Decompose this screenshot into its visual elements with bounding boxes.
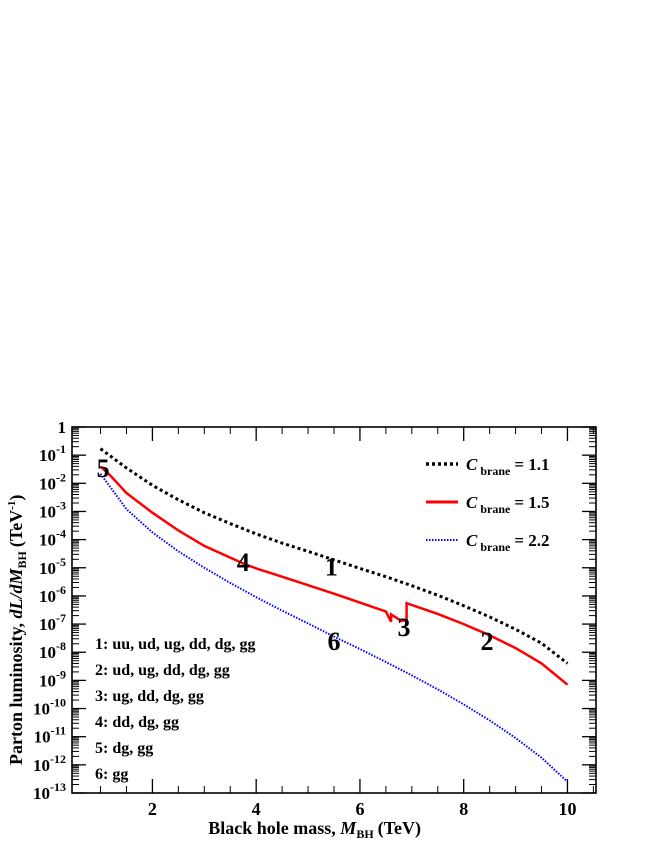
y-tick-label-exponent: -4 xyxy=(56,527,66,541)
legend-symbol: C xyxy=(466,531,478,550)
legend-symbol: C xyxy=(466,493,478,512)
series-line-2 xyxy=(99,465,569,686)
y-tick-label-exponent: -13 xyxy=(50,780,66,794)
x-tick-label: 6 xyxy=(355,799,364,819)
x-tick-labels: 2 4 6 8 10 xyxy=(148,799,577,819)
series-layer xyxy=(99,447,569,783)
legend-subscript: brane xyxy=(480,502,511,516)
y-tick-label: 10-4 xyxy=(39,527,66,550)
plot-frame xyxy=(71,426,597,794)
y-tick-label: 10-11 xyxy=(34,724,66,747)
y-axis-label-symbol: dL/dM xyxy=(6,567,26,618)
y-tick-label-base: 10 xyxy=(33,700,50,719)
series-line-3 xyxy=(99,473,569,783)
y-tick-label-base: 10 xyxy=(39,671,56,690)
y-tick-label-exponent: -10 xyxy=(50,696,66,710)
channel-annotation: 1: uu, ud, ug, dd, dg, gg xyxy=(95,636,256,653)
legend-subscript: brane xyxy=(480,540,511,554)
y-tick-label-base: 1 xyxy=(58,418,67,437)
y-tick-label-exponent: -6 xyxy=(56,583,66,597)
x-axis-label-unit: (TeV) xyxy=(378,818,421,839)
y-tick-label: 10-3 xyxy=(39,498,66,521)
channel-annotation: 2: ud, ug, dd, dg, gg xyxy=(95,662,230,679)
x-axis-label: Black hole mass, MBH (TeV) xyxy=(208,818,421,841)
y-tick-label-exponent: -9 xyxy=(56,667,66,681)
region-label: 6 xyxy=(328,627,341,656)
y-tick-label: 10-1 xyxy=(39,442,66,465)
minor-ticks xyxy=(72,427,596,786)
y-tick-label: 10-8 xyxy=(39,639,66,662)
x-tick-label: 10 xyxy=(558,799,576,819)
y-tick-label: 10-5 xyxy=(39,555,66,578)
channel-annotation: 6: gg xyxy=(95,766,128,783)
x-axis-label-text: Black hole mass, xyxy=(208,818,336,838)
y-tick-label-exponent: -1 xyxy=(56,442,66,456)
y-tick-label-base: 10 xyxy=(39,474,56,493)
channel-annotation: 4: dd, dg, gg xyxy=(95,714,179,731)
y-tick-label: 10-9 xyxy=(39,667,66,690)
y-tick-label: 10-12 xyxy=(33,752,66,775)
y-tick-labels: 10-1310-1210-1110-1010-910-810-710-610-5… xyxy=(33,418,66,803)
region-label: 1 xyxy=(325,553,338,582)
channel-annotation: 3: ug, dd, dg, gg xyxy=(95,688,204,705)
x-axis-label-subscript: BH xyxy=(356,827,374,841)
y-tick-label: 1 xyxy=(58,418,67,437)
legend-symbol: C xyxy=(466,455,478,474)
region-label: 3 xyxy=(398,613,411,642)
series-line-1 xyxy=(99,447,569,665)
y-tick-label: 10-13 xyxy=(33,780,66,803)
x-tick-label: 8 xyxy=(459,799,468,819)
y-tick-label-exponent: -7 xyxy=(56,611,66,625)
channel-annotation-list: 1: uu, ud, ug, dd, dg, gg 2: ud, ug, dd, … xyxy=(95,636,256,783)
legend-value: = 1.5 xyxy=(514,493,549,512)
y-tick-label: 10-2 xyxy=(39,470,66,493)
y-tick-label-exponent: -5 xyxy=(56,555,66,569)
y-tick-label-exponent: -12 xyxy=(50,752,66,766)
y-tick-label-base: 10 xyxy=(34,728,51,747)
y-tick-label: 10-10 xyxy=(33,696,66,719)
y-axis-label-unit-close: ) xyxy=(6,495,27,501)
x-axis-label-symbol: M xyxy=(339,818,357,838)
y-tick-label-base: 10 xyxy=(39,643,56,662)
y-axis-label-unit: (TeV xyxy=(6,510,27,547)
major-ticks xyxy=(72,426,596,794)
y-tick-label-exponent: -8 xyxy=(56,639,66,653)
y-tick-label: 10-6 xyxy=(39,583,66,606)
y-tick-label-base: 10 xyxy=(39,615,56,634)
x-tick-label: 2 xyxy=(148,799,157,819)
y-tick-label-base: 10 xyxy=(33,784,50,803)
y-axis-label-unit-superscript: -1 xyxy=(6,501,18,510)
y-axis-label-text: Parton luminosity, xyxy=(6,623,26,765)
y-tick-label: 10-7 xyxy=(39,611,66,634)
y-tick-label-exponent: -11 xyxy=(51,724,66,738)
channel-annotation: 5: dg, gg xyxy=(95,740,153,757)
region-label: 2 xyxy=(481,627,494,656)
y-tick-label-base: 10 xyxy=(33,756,50,775)
y-tick-label-base: 10 xyxy=(39,531,56,550)
y-tick-label-base: 10 xyxy=(39,559,56,578)
y-tick-label-base: 10 xyxy=(39,587,56,606)
y-tick-label-base: 10 xyxy=(39,446,56,465)
region-labels: 1 2 3 4 5 6 xyxy=(97,454,494,656)
y-axis-label-subscript: BH xyxy=(15,550,29,568)
legend-value: = 2.2 xyxy=(514,531,549,550)
region-label: 5 xyxy=(97,454,110,483)
region-label: 4 xyxy=(237,548,250,577)
y-axis-label: Parton luminosity, dL/dMBH (TeV-1) xyxy=(6,495,29,765)
y-tick-label-exponent: -2 xyxy=(56,470,66,484)
legend-value: = 1.1 xyxy=(514,455,549,474)
y-tick-label-exponent: -3 xyxy=(56,498,66,512)
x-tick-label: 4 xyxy=(252,799,261,819)
y-tick-label-base: 10 xyxy=(39,502,56,521)
legend-subscript: brane xyxy=(480,464,511,478)
